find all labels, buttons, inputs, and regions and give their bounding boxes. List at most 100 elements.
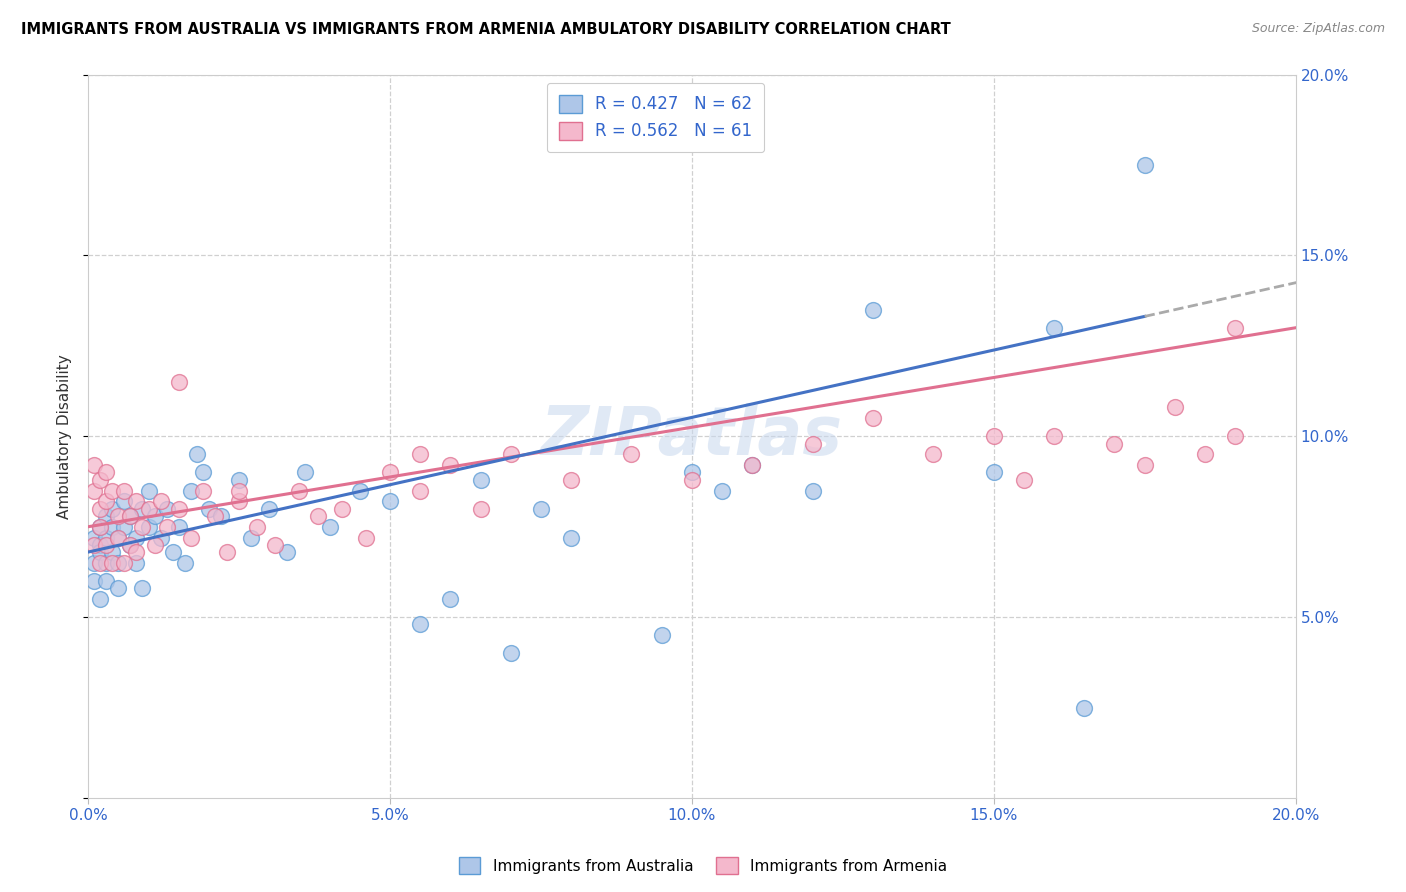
Point xyxy=(173,556,195,570)
Point xyxy=(89,520,111,534)
Point xyxy=(107,581,129,595)
Legend: Immigrants from Australia, Immigrants from Armenia: Immigrants from Australia, Immigrants fr… xyxy=(453,851,953,880)
Point xyxy=(378,494,401,508)
Point xyxy=(530,501,553,516)
Point xyxy=(1225,320,1247,334)
Point xyxy=(83,556,105,570)
Point xyxy=(198,501,221,516)
Point xyxy=(131,581,153,595)
Point xyxy=(83,458,105,473)
Point xyxy=(83,483,105,498)
Point xyxy=(101,501,124,516)
Point xyxy=(801,483,824,498)
Point xyxy=(862,302,884,317)
Point xyxy=(101,520,124,534)
Point xyxy=(96,538,118,552)
Point xyxy=(162,545,184,559)
Point xyxy=(112,483,135,498)
Point xyxy=(499,447,522,461)
Point xyxy=(167,501,190,516)
Point xyxy=(131,520,153,534)
Point xyxy=(101,545,124,559)
Point xyxy=(204,508,226,523)
Point xyxy=(499,646,522,660)
Point xyxy=(89,501,111,516)
Point xyxy=(983,429,1005,443)
Point xyxy=(307,508,329,523)
Point xyxy=(89,538,111,552)
Point xyxy=(96,508,118,523)
Point xyxy=(1043,320,1066,334)
Point xyxy=(149,494,172,508)
Point xyxy=(96,531,118,545)
Point xyxy=(1043,429,1066,443)
Point xyxy=(228,473,250,487)
Point xyxy=(167,375,190,389)
Point xyxy=(107,531,129,545)
Text: IMMIGRANTS FROM AUSTRALIA VS IMMIGRANTS FROM ARMENIA AMBULATORY DISABILITY CORRE: IMMIGRANTS FROM AUSTRALIA VS IMMIGRANTS … xyxy=(21,22,950,37)
Point xyxy=(180,483,202,498)
Point xyxy=(89,545,111,559)
Point xyxy=(741,458,763,473)
Point xyxy=(288,483,311,498)
Point xyxy=(83,538,105,552)
Point xyxy=(167,520,190,534)
Point xyxy=(138,501,160,516)
Point xyxy=(156,501,179,516)
Legend: R = 0.427   N = 62, R = 0.562   N = 61: R = 0.427 N = 62, R = 0.562 N = 61 xyxy=(547,83,765,152)
Point xyxy=(1133,458,1156,473)
Point xyxy=(228,494,250,508)
Point xyxy=(191,483,214,498)
Point xyxy=(439,458,461,473)
Point xyxy=(741,458,763,473)
Point xyxy=(96,556,118,570)
Point xyxy=(922,447,945,461)
Point xyxy=(228,483,250,498)
Point xyxy=(83,531,105,545)
Text: Source: ZipAtlas.com: Source: ZipAtlas.com xyxy=(1251,22,1385,36)
Point xyxy=(89,520,111,534)
Point xyxy=(156,520,179,534)
Point xyxy=(143,538,166,552)
Point xyxy=(96,466,118,480)
Point xyxy=(409,483,432,498)
Point xyxy=(711,483,734,498)
Point xyxy=(264,538,287,552)
Point xyxy=(259,501,281,516)
Point xyxy=(96,574,118,588)
Point xyxy=(560,473,582,487)
Point xyxy=(560,531,582,545)
Point xyxy=(215,545,238,559)
Point xyxy=(1194,447,1216,461)
Point xyxy=(349,483,371,498)
Point xyxy=(409,447,432,461)
Point xyxy=(112,556,135,570)
Point xyxy=(240,531,263,545)
Point xyxy=(89,473,111,487)
Point xyxy=(107,556,129,570)
Point xyxy=(209,508,232,523)
Point xyxy=(191,466,214,480)
Point xyxy=(131,501,153,516)
Point xyxy=(246,520,269,534)
Point xyxy=(125,494,148,508)
Point xyxy=(276,545,298,559)
Point xyxy=(120,508,142,523)
Point xyxy=(101,556,124,570)
Point xyxy=(294,466,316,480)
Point xyxy=(138,520,160,534)
Point xyxy=(681,473,703,487)
Text: ZIPatlas: ZIPatlas xyxy=(541,403,842,469)
Point xyxy=(120,508,142,523)
Point xyxy=(620,447,643,461)
Point xyxy=(89,556,111,570)
Point xyxy=(125,545,148,559)
Point xyxy=(89,592,111,607)
Point xyxy=(318,520,340,534)
Point xyxy=(96,494,118,508)
Point xyxy=(1225,429,1247,443)
Point xyxy=(862,411,884,425)
Point xyxy=(409,617,432,632)
Point xyxy=(120,538,142,552)
Point xyxy=(149,531,172,545)
